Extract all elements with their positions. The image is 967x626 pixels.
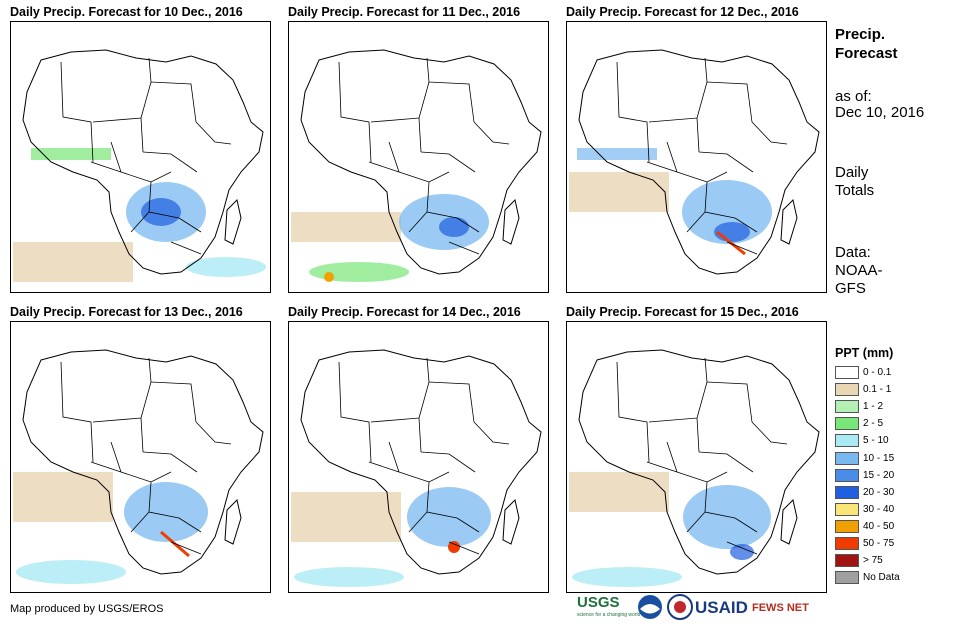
asof-date: Dec 10, 2016	[835, 104, 925, 121]
source-line-1: Data:	[835, 244, 871, 261]
legend-item: 0 - 0.1	[835, 364, 935, 381]
map-panel-5: Daily Precip. Forecast for 14 Dec., 2016	[288, 303, 550, 593]
panel-title: Daily Precip. Forecast for 13 Dec., 2016	[10, 305, 243, 319]
forecast-title: Precip. Forecast	[835, 25, 898, 63]
legend-swatch	[835, 502, 859, 516]
legend-label: 2 - 5	[863, 418, 884, 430]
legend-swatch	[835, 383, 859, 397]
totals-line-1: Daily	[835, 164, 869, 181]
legend-label: > 75	[863, 555, 883, 567]
precip-map	[566, 21, 827, 293]
legend-swatch	[835, 571, 859, 585]
fews-net-logo: FEWS NET	[752, 602, 809, 614]
panel-title: Daily Precip. Forecast for 12 Dec., 2016	[566, 5, 799, 19]
legend-item: 5 - 10	[835, 432, 935, 449]
legend-label: 20 - 30	[863, 486, 895, 498]
legend-swatch	[835, 417, 859, 431]
legend-label: 40 - 50	[863, 520, 895, 532]
noaa-logo	[638, 595, 662, 619]
legend-label: 15 - 20	[863, 469, 895, 481]
logo-strip: USGS science for a changing world USAID …	[577, 594, 827, 622]
legend-label: 30 - 40	[863, 503, 895, 515]
totals-line-2: Totals	[835, 182, 875, 199]
usaid-logo: USAID	[695, 598, 748, 617]
map-panel-6: Daily Precip. Forecast for 15 Dec., 2016	[566, 303, 828, 593]
legend-item: 10 - 15	[835, 450, 935, 467]
legend-label: 1 - 2	[863, 401, 884, 413]
legend-item: 20 - 30	[835, 484, 935, 501]
legend-item: 50 - 75	[835, 535, 935, 552]
panel-title: Daily Precip. Forecast for 15 Dec., 2016	[566, 305, 799, 319]
panel-title: Daily Precip. Forecast for 14 Dec., 2016	[288, 305, 521, 319]
panel-title: Daily Precip. Forecast for 11 Dec., 2016	[288, 5, 521, 19]
precip-map	[10, 21, 271, 293]
precip-map	[10, 321, 271, 593]
legend-swatch	[835, 519, 859, 533]
map-panel-1: Daily Precip. Forecast for 10 Dec., 2016	[10, 3, 272, 293]
asof-label: as of:	[835, 88, 872, 105]
legend-item: 30 - 40	[835, 501, 935, 518]
legend-swatch	[835, 537, 859, 550]
source-line-3: GFS	[835, 280, 866, 297]
legend-swatch	[835, 468, 859, 482]
panel-title: Daily Precip. Forecast for 10 Dec., 2016	[10, 5, 243, 19]
legend-item: No Data	[835, 569, 935, 586]
credit-text: Map produced by USGS/EROS	[10, 603, 164, 615]
legend-swatch	[835, 434, 859, 448]
legend-item: > 75	[835, 552, 935, 569]
title-line-2: Forecast	[835, 45, 898, 62]
map-panel-2: Daily Precip. Forecast for 11 Dec., 2016	[288, 3, 550, 293]
legend-item: 2 - 5	[835, 415, 935, 432]
map-panel-3: Daily Precip. Forecast for 12 Dec., 2016	[566, 3, 828, 293]
legend-item: 0.1 - 1	[835, 381, 935, 398]
legend-title: PPT (mm)	[835, 346, 894, 360]
usgs-logo: USGS science for a changing world	[577, 594, 641, 618]
legend-swatch	[835, 485, 859, 499]
legend-item: 40 - 50	[835, 518, 935, 535]
legend-label: 10 - 15	[863, 452, 895, 464]
legend-label: 0 - 0.1	[863, 367, 892, 378]
source-line-2: NOAA-	[835, 262, 883, 279]
legend-swatch	[835, 400, 859, 414]
precip-map	[288, 21, 549, 293]
legend-item: 15 - 20	[835, 467, 935, 484]
legend-swatch	[835, 554, 859, 568]
legend-label: No Data	[863, 572, 900, 584]
usaid-seal	[667, 594, 693, 620]
legend-label: 5 - 10	[863, 435, 889, 447]
legend-swatch	[835, 451, 859, 465]
precip-map	[288, 321, 549, 593]
precip-map	[566, 321, 827, 593]
legend-swatch	[835, 366, 859, 379]
legend-item: 1 - 2	[835, 398, 935, 415]
legend-label: 0.1 - 1	[863, 384, 892, 396]
legend-label: 50 - 75	[863, 538, 895, 549]
title-line-1: Precip.	[835, 26, 886, 43]
map-panel-4: Daily Precip. Forecast for 13 Dec., 2016	[10, 303, 272, 593]
